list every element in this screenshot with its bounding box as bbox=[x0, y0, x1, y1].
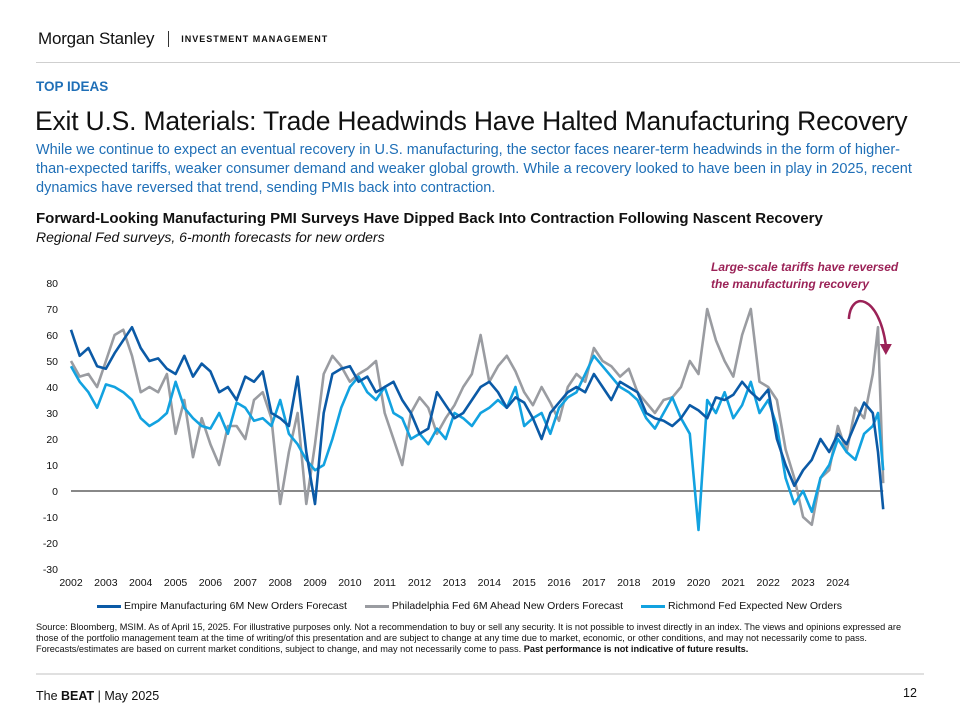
y-tick-label: 30 bbox=[46, 408, 58, 420]
y-tick-label: 0 bbox=[52, 486, 58, 498]
brand-divider bbox=[168, 31, 170, 47]
y-tick-label: -30 bbox=[43, 564, 58, 576]
x-tick-label: 2006 bbox=[199, 577, 223, 589]
y-tick-label: -10 bbox=[43, 512, 58, 524]
footer-rule bbox=[36, 673, 924, 675]
chart-legend: Empire Manufacturing 6M New Orders Forec… bbox=[97, 600, 860, 612]
x-tick-label: 2016 bbox=[547, 577, 571, 589]
x-tick-label: 2005 bbox=[164, 577, 188, 589]
annotation-line-1: Large-scale tariffs have reversed bbox=[711, 260, 899, 274]
x-tick-label: 2015 bbox=[513, 577, 537, 589]
annotation-arrow-icon bbox=[847, 300, 888, 346]
footer-prefix: The bbox=[36, 689, 62, 703]
series-group bbox=[69, 307, 885, 532]
series-line-empire bbox=[69, 325, 885, 510]
footer-beat: BEAT bbox=[61, 689, 95, 703]
y-tick-label: 60 bbox=[46, 330, 58, 342]
x-tick-label: 2007 bbox=[234, 577, 258, 589]
x-tick-label: 2013 bbox=[443, 577, 467, 589]
x-tick-label: 2010 bbox=[338, 577, 362, 589]
source-disclaimer: Past performance is not indicative of fu… bbox=[523, 644, 749, 654]
brand-logo: Morgan Stanley bbox=[38, 29, 155, 48]
y-tick-label: 40 bbox=[46, 382, 58, 394]
chart-title: Forward-Looking Manufacturing PMI Survey… bbox=[36, 210, 823, 227]
lede-paragraph: While we continue to expect an eventual … bbox=[36, 142, 912, 196]
x-tick-label: 2017 bbox=[582, 577, 606, 589]
page-number: 12 bbox=[903, 686, 917, 700]
y-tick-label: 50 bbox=[46, 356, 58, 368]
x-tick-label: 2012 bbox=[408, 577, 432, 589]
y-tick-label: 10 bbox=[46, 460, 58, 472]
x-tick-label: 2020 bbox=[687, 577, 711, 589]
y-tick-label: 80 bbox=[46, 278, 58, 290]
footer-date: | May 2025 bbox=[94, 689, 160, 703]
legend-swatch-philly bbox=[364, 604, 389, 608]
x-tick-label: 2002 bbox=[59, 577, 83, 589]
y-tick-label: 20 bbox=[46, 434, 58, 446]
annotation-line-2: the manufacturing recovery bbox=[711, 277, 870, 291]
y-tick-label: -20 bbox=[43, 538, 58, 550]
footer-publication: The BEAT | May 2025 bbox=[36, 689, 159, 703]
section-label: TOP IDEAS bbox=[36, 79, 109, 94]
brand-header: Morgan Stanley INVESTMENT MANAGEMENT bbox=[38, 27, 328, 51]
brand-subtitle: INVESTMENT MANAGEMENT bbox=[181, 34, 329, 44]
page-title: Exit U.S. Materials: Trade Headwinds Hav… bbox=[35, 106, 908, 136]
x-tick-label: 2022 bbox=[757, 577, 781, 589]
x-tick-label: 2024 bbox=[826, 577, 850, 589]
x-tick-label: 2011 bbox=[373, 577, 396, 589]
y-axis: 80 70 60 50 40 30 20 10 0 -10 -20 -30 bbox=[43, 278, 58, 576]
series-line-philly bbox=[69, 307, 885, 527]
x-tick-label: 2014 bbox=[478, 577, 502, 589]
header-rule bbox=[36, 62, 960, 63]
legend-swatch-richmond bbox=[641, 604, 666, 608]
x-tick-label: 2023 bbox=[791, 577, 815, 589]
y-tick-label: 70 bbox=[46, 304, 58, 316]
x-tick-label: 2019 bbox=[652, 577, 676, 589]
legend-label-richmond: Richmond Fed Expected New Orders bbox=[668, 600, 842, 612]
source-note: Source: Bloomberg, MSIM. As of April 15,… bbox=[36, 622, 926, 655]
legend-item-richmond: Richmond Fed Expected New Orders bbox=[641, 600, 842, 612]
x-tick-label: 2003 bbox=[94, 577, 118, 589]
x-tick-label: 2004 bbox=[129, 577, 153, 589]
legend-label-empire: Empire Manufacturing 6M New Orders Forec… bbox=[124, 600, 347, 612]
x-tick-label: 2008 bbox=[268, 577, 292, 589]
x-tick-label: 2018 bbox=[617, 577, 641, 589]
legend-item-philly: Philadelphia Fed 6M Ahead New Orders For… bbox=[364, 600, 624, 612]
annotation-arrowhead-icon bbox=[879, 344, 892, 355]
legend-swatch-empire bbox=[97, 604, 121, 608]
x-axis: 2002 2003 2004 2005 2006 2007 2008 2009 2010 2011… bbox=[59, 577, 849, 589]
x-tick-label: 2021 bbox=[722, 577, 746, 589]
x-tick-label: 2009 bbox=[303, 577, 327, 589]
series-line-richmond bbox=[69, 354, 885, 532]
chart-subtitle: Regional Fed surveys, 6-month forecasts … bbox=[36, 229, 385, 245]
legend-item-empire: Empire Manufacturing 6M New Orders Forec… bbox=[97, 600, 347, 612]
chart-annotation: Large-scale tariffs have reversed the ma… bbox=[711, 259, 898, 293]
source-text: Source: Bloomberg, MSIM. As of April 15,… bbox=[36, 622, 902, 654]
legend-label-philly: Philadelphia Fed 6M Ahead New Orders For… bbox=[391, 600, 624, 612]
